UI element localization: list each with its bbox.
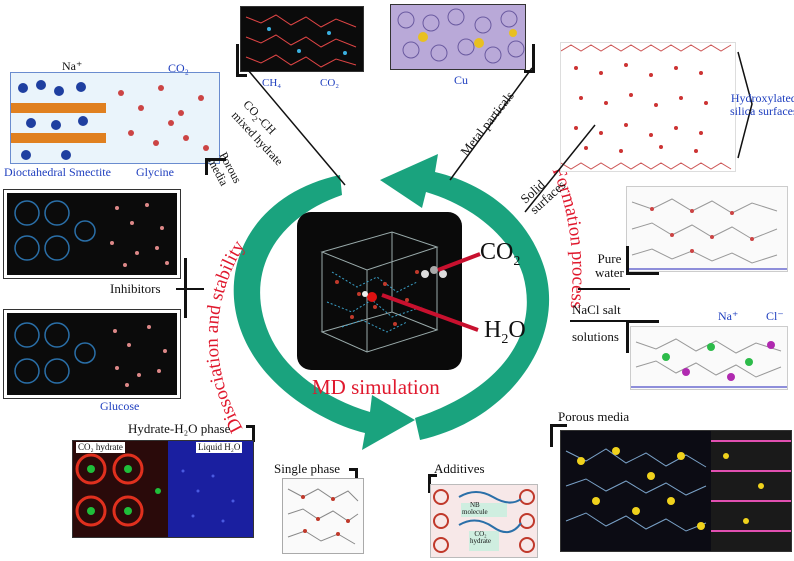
hydrate-h2o-phase-label: Hydrate-H₂O phase bbox=[128, 421, 231, 436]
silica-surfaces-panel bbox=[560, 42, 736, 172]
glycine-label: Glycine bbox=[136, 165, 174, 179]
md-simulation-title: MD simulation bbox=[312, 375, 440, 399]
smectite-panel bbox=[10, 72, 220, 164]
smectite-label: Dioctahedral Smectite bbox=[4, 165, 111, 179]
dissociation-label: Dissociation and stability bbox=[202, 237, 250, 437]
porous-media-panel bbox=[560, 430, 792, 552]
single-phase-panel bbox=[282, 478, 364, 554]
additives-panel bbox=[430, 484, 538, 558]
additives-co2-hydrate-label: CO₂ hydrate bbox=[470, 530, 491, 546]
ch4-label: CH₄ bbox=[262, 77, 282, 89]
na-label: Na⁺ bbox=[62, 59, 83, 73]
cu-label: Cu bbox=[454, 73, 469, 87]
nacl-solutions-panel bbox=[630, 326, 788, 390]
porous-media-right-label: Porous media bbox=[558, 409, 630, 424]
na-plus-label: Na⁺ bbox=[718, 309, 739, 323]
co2-hydrate-label: CO₂ hydrate bbox=[76, 442, 125, 454]
pure-water-label: Pure water bbox=[595, 251, 624, 280]
cycle-labels: Dissociation and stability Formation pro… bbox=[202, 164, 589, 437]
liquid-h2o-label: Liquid H₂O bbox=[196, 442, 243, 454]
glucose-label: Glucose bbox=[100, 399, 140, 413]
co2-molecule-label: CO2 bbox=[480, 239, 521, 269]
pointer-arrows bbox=[381, 252, 481, 332]
single-phase-label: Single phase bbox=[274, 461, 341, 476]
right-cycle-arrow bbox=[380, 154, 550, 440]
metal-particles-panel bbox=[390, 4, 526, 70]
glucose-hydrate-panel bbox=[3, 309, 181, 399]
h2o-molecule-label: H2O bbox=[484, 317, 526, 347]
additives-label: Additives bbox=[434, 461, 485, 476]
md-simulation-box bbox=[297, 212, 462, 370]
nacl-label: NaCl salt solutions bbox=[572, 302, 621, 345]
nb-molecule-label: NB molecule bbox=[462, 501, 488, 517]
co2-top-label: CO₂ bbox=[168, 61, 189, 75]
cycle-arrows bbox=[233, 154, 550, 450]
glycine-hydrate-panel bbox=[3, 189, 181, 279]
inhibitors-label: Inhibitors bbox=[110, 281, 161, 296]
pure-water-panel bbox=[626, 186, 788, 272]
left-cycle-arrow bbox=[233, 175, 415, 450]
co2-mixed-label: CO₂ bbox=[320, 77, 340, 89]
cl-minus-label: Cl⁻ bbox=[766, 309, 784, 323]
hydrate-water-panel bbox=[72, 440, 254, 538]
hydroxylated-label: Hydroxylated silica surfaces bbox=[730, 91, 794, 118]
mixed-hydrate-panel bbox=[240, 6, 364, 72]
